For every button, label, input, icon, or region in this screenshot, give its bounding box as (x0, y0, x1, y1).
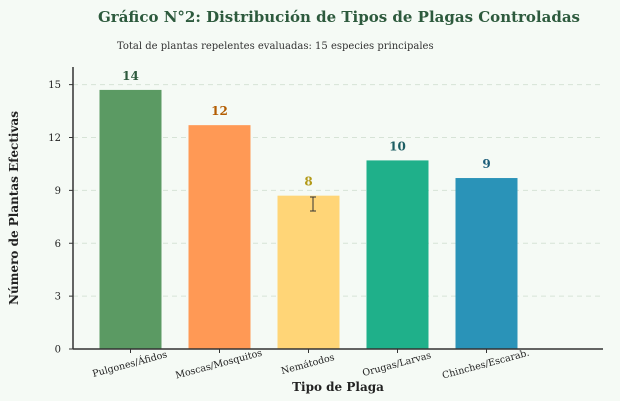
bar (366, 160, 429, 349)
data-label: 12 (211, 104, 228, 118)
data-label: 8 (304, 175, 312, 189)
y-tick-label: 12 (48, 133, 61, 144)
x-tick-label: Chinches/Escarab. (441, 348, 531, 382)
data-label: 14 (122, 69, 139, 83)
chart-title: Gráfico N°2: Distribución de Tipos de Pl… (98, 8, 580, 26)
bar (99, 89, 162, 349)
x-tick-label: Pulgones/Áfidos (91, 348, 168, 380)
data-label: 10 (389, 139, 406, 153)
x-ticks: Pulgones/Áfidos Moscas/Mosquitos Nemátodos… (91, 348, 531, 382)
axes (72, 67, 603, 350)
y-tick-label: 9 (55, 186, 61, 197)
text-cursor-icon (310, 196, 316, 212)
y-axis-label: Número de Plantas Efectivas (7, 111, 21, 305)
data-labels: 14 12 8 10 9 (122, 69, 491, 189)
bars (99, 89, 518, 349)
bar (455, 178, 518, 349)
x-tick-label: Moscas/Mosquitos (174, 348, 263, 382)
data-label: 9 (482, 157, 490, 171)
y-tick-label: 6 (55, 239, 61, 250)
x-axis-label: Tipo de Plaga (292, 380, 384, 394)
x-tick-label: Nemátodos (280, 352, 336, 377)
chart-subtitle: Total de plantas repelentes evaluadas: 1… (117, 41, 434, 52)
y-tick-label: 0 (55, 345, 61, 356)
bar (277, 195, 340, 349)
y-tick-label: 3 (55, 292, 61, 303)
x-tick-label: Orugas/Larvas (361, 350, 432, 379)
bar (188, 125, 251, 349)
y-tick-label: 15 (48, 80, 61, 91)
y-ticks: 0 3 6 9 12 15 (48, 80, 73, 356)
